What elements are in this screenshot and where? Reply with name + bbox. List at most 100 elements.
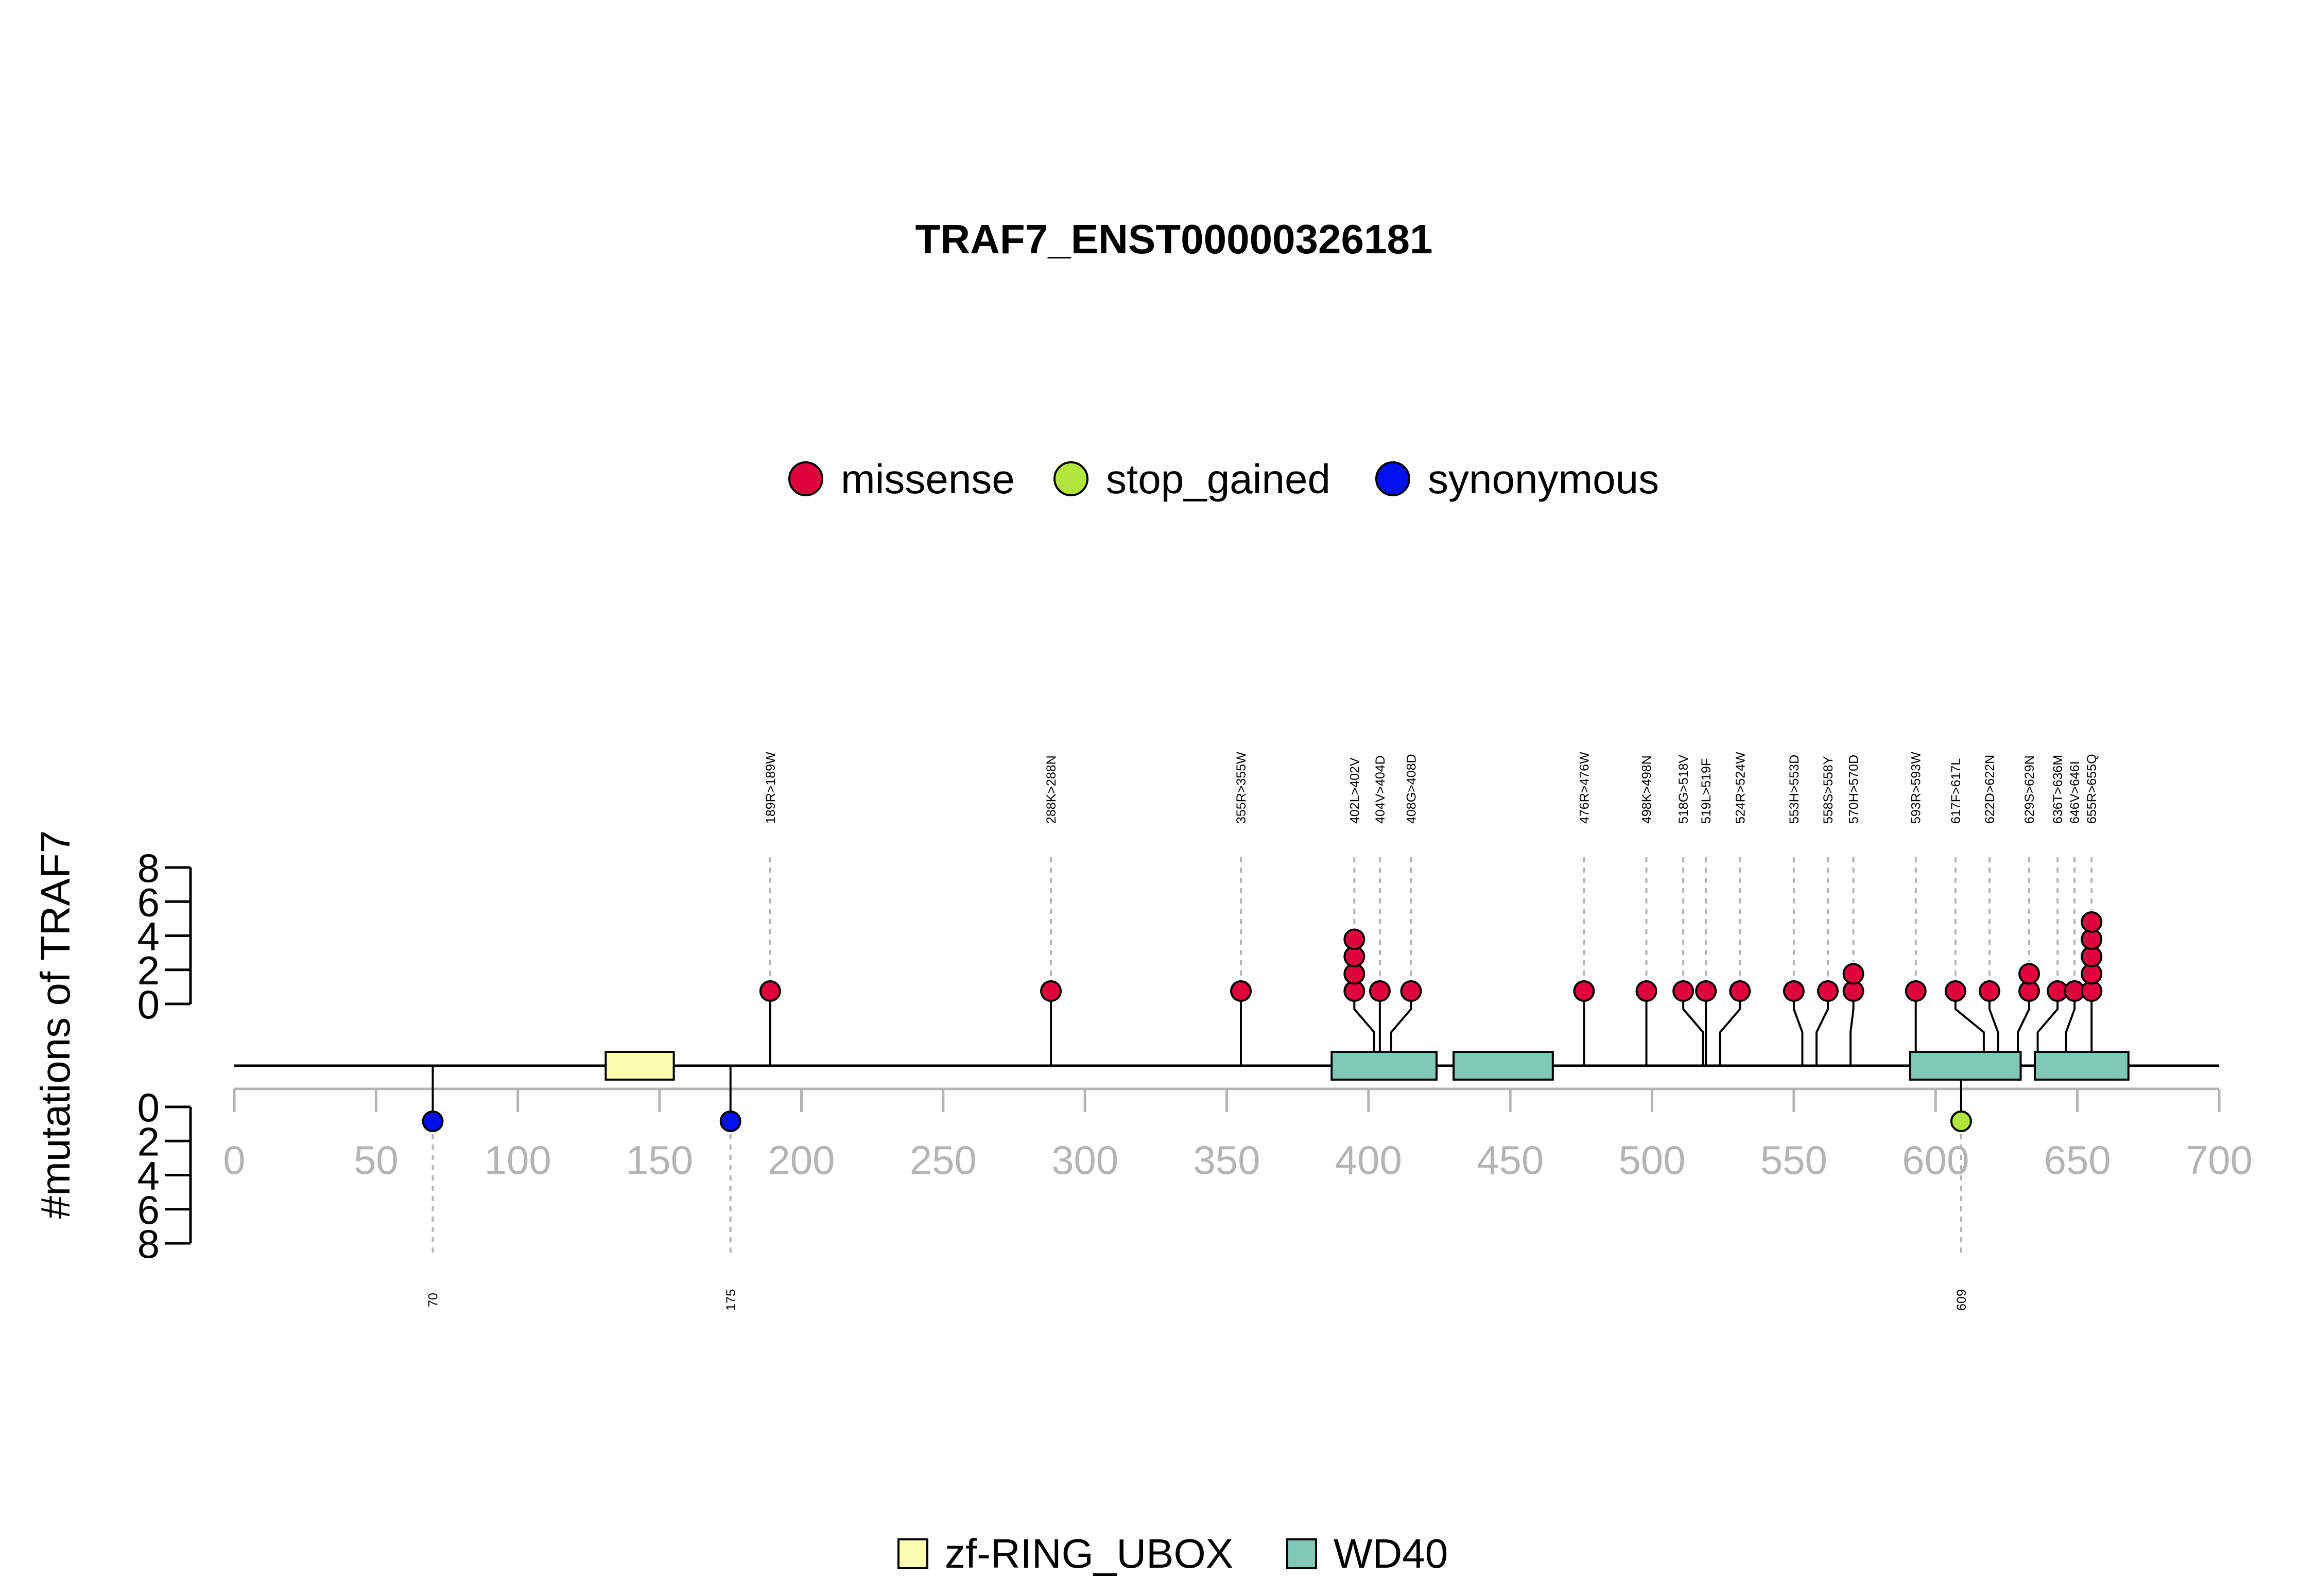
mutation-stem-518G>518V bbox=[1682, 991, 1704, 1066]
legend-label-missense: missense bbox=[841, 456, 1015, 502]
mutation-label-476R>476W: 476R>476W bbox=[1577, 752, 1592, 824]
domain-legend-label-zf-ring_ubox: zf-RING_UBOX bbox=[945, 1531, 1233, 1576]
legend-label-synonymous: synonymous bbox=[1428, 456, 1659, 502]
protein-domains bbox=[604, 1051, 2130, 1081]
mutation-point-553H>553D bbox=[1783, 980, 1805, 1002]
mutation-label-636T>636M: 636T>636M bbox=[2051, 755, 2065, 824]
mutation-label-402L>402V: 402L>402V bbox=[1347, 757, 1362, 824]
mutation-points bbox=[422, 911, 2103, 1132]
mutation-label-519L>519F: 519L>519F bbox=[1699, 758, 1714, 824]
mutation-point-655R>655Q bbox=[2081, 911, 2103, 933]
x-tick-label: 150 bbox=[626, 1137, 693, 1183]
x-tick-label: 650 bbox=[2044, 1137, 2111, 1183]
lower-label-175: 175 bbox=[724, 1289, 738, 1311]
mutation-label-498K>498N: 498K>498N bbox=[1640, 755, 1654, 824]
upper-y-tick-label: 8 bbox=[137, 845, 160, 891]
domain-wd40-1 bbox=[1330, 1051, 1438, 1081]
lower-y-tick-label: 8 bbox=[137, 1221, 160, 1267]
lower-y-tick-label: 0 bbox=[137, 1085, 160, 1130]
mutation-point-498K>498N bbox=[1635, 980, 1657, 1002]
upper-y-tick-label: 6 bbox=[137, 879, 160, 925]
legend-marker-missense bbox=[788, 461, 823, 496]
mutation-label-570H>570D: 570H>570D bbox=[1847, 755, 1861, 824]
domain-legend: zf-RING_UBOX WD40 bbox=[897, 1531, 1448, 1576]
mutation-point-408G>408D bbox=[1400, 980, 1422, 1002]
x-tick-label: 550 bbox=[1760, 1137, 1827, 1183]
chart-title: TRAF7_ENST00000326181 bbox=[915, 216, 1432, 262]
mutation-label-617F>617L: 617F>617L bbox=[1949, 758, 1963, 824]
mutation-point-402L>402V bbox=[1343, 928, 1365, 950]
x-tick-label: 600 bbox=[1902, 1137, 1969, 1183]
mutation-point-629S>629N bbox=[2018, 963, 2041, 985]
domain-wd40-4 bbox=[2034, 1051, 2130, 1081]
mutation-point-189R>189W bbox=[759, 980, 781, 1002]
mutation-type-legend: missense stop_gained synonymous bbox=[788, 456, 1659, 502]
x-tick-label: 500 bbox=[1619, 1137, 1686, 1183]
mutation-point-558S>558Y bbox=[1817, 980, 1839, 1002]
mutation-label-629S>629N: 629S>629N bbox=[2022, 755, 2037, 824]
mutation-label-518G>518V: 518G>518V bbox=[1676, 755, 1691, 824]
lower-point-70 bbox=[422, 1111, 444, 1132]
mutation-label-655R>655Q: 655R>655Q bbox=[2085, 754, 2099, 824]
y-axis-label: #mutations of TRAF7 bbox=[32, 830, 78, 1219]
x-tick-label: 450 bbox=[1477, 1137, 1544, 1183]
x-tick-label: 0 bbox=[223, 1137, 245, 1183]
x-tick-label: 700 bbox=[2186, 1137, 2253, 1183]
mutation-point-524R>524W bbox=[1729, 980, 1751, 1002]
mutation-stem-570H>570D bbox=[1849, 991, 1855, 1066]
mutation-stem-558S>558Y bbox=[1815, 991, 1829, 1066]
lower-point-175 bbox=[719, 1111, 741, 1132]
mutation-label-189R>189W: 189R>189W bbox=[764, 752, 778, 824]
mutation-label-558S>558Y: 558S>558Y bbox=[1821, 756, 1836, 824]
domain-legend-swatch-zf-ring_ubox bbox=[897, 1538, 928, 1569]
mutation-label-288K>288N: 288K>288N bbox=[1044, 755, 1059, 824]
lower-label-609: 609 bbox=[1955, 1289, 1969, 1311]
mutation-point-593R>593W bbox=[1905, 980, 1927, 1002]
mutation-point-570H>570D bbox=[1842, 963, 1864, 985]
domain-zf-ring_ubox-0 bbox=[604, 1051, 675, 1081]
mutation-stem-553H>553D bbox=[1792, 991, 1804, 1066]
mutation-label-622D>622N: 622D>622N bbox=[1983, 755, 1997, 824]
lower-label-70: 70 bbox=[426, 1293, 441, 1307]
lower-point-609 bbox=[1950, 1111, 1972, 1132]
lower-y-tick-label: 4 bbox=[137, 1153, 160, 1199]
upper-y-tick-label: 2 bbox=[137, 948, 160, 993]
mutation-label-646V>646I: 646V>646I bbox=[2068, 761, 2082, 824]
lower-y-tick-label: 6 bbox=[137, 1187, 160, 1233]
mutation-label-524R>524W: 524R>524W bbox=[1733, 752, 1748, 824]
mutation-point-518G>518V bbox=[1672, 980, 1694, 1002]
x-tick-label: 350 bbox=[1193, 1137, 1260, 1183]
mutation-point-404V>404D bbox=[1369, 980, 1391, 1002]
legend-marker-stop_gained bbox=[1053, 461, 1088, 496]
mutation-stems bbox=[431, 857, 2093, 1256]
mutation-label-408G>408D: 408G>408D bbox=[1404, 754, 1419, 824]
mutation-point-617F>617L bbox=[1944, 980, 1966, 1002]
x-tick-label: 50 bbox=[354, 1137, 399, 1183]
mutation-point-519L>519F bbox=[1695, 980, 1717, 1002]
mutation-point-288K>288N bbox=[1040, 980, 1062, 1002]
x-axis: 0 50 100 150 200 250 300 350 400 450 500 550 600 650 7… bbox=[223, 1087, 2253, 1183]
mutation-label-553H>553D: 553H>553D bbox=[1787, 755, 1802, 824]
domain-legend-swatch-wd40 bbox=[1286, 1538, 1317, 1569]
x-tick-label: 200 bbox=[768, 1137, 835, 1183]
mutation-stem-524R>524W bbox=[1719, 991, 1741, 1066]
domain-wd40-3 bbox=[1909, 1051, 2022, 1081]
x-tick-label: 300 bbox=[1051, 1137, 1118, 1183]
mutation-label-355R>355W: 355R>355W bbox=[1234, 752, 1249, 824]
mutation-label-593R>593W: 593R>593W bbox=[1909, 752, 1924, 824]
mutation-point-476R>476W bbox=[1573, 980, 1595, 1002]
upper-y-tick-label: 0 bbox=[137, 982, 160, 1027]
upper-y-tick-label: 4 bbox=[137, 914, 160, 959]
mutation-label-404V>404D: 404V>404D bbox=[1373, 755, 1388, 824]
legend-label-stop_gained: stop_gained bbox=[1106, 456, 1330, 502]
x-tick-label: 400 bbox=[1335, 1137, 1402, 1183]
x-tick-label: 250 bbox=[910, 1137, 977, 1183]
lower-y-tick-label: 2 bbox=[137, 1119, 160, 1164]
x-tick-label: 100 bbox=[485, 1137, 551, 1183]
mutation-labels: 189R>189W 288K>288N 355R>355W 402L>402V 404V… bbox=[426, 752, 2100, 1311]
mutation-point-622D>622N bbox=[1978, 980, 2000, 1002]
mutation-point-355R>355W bbox=[1230, 980, 1252, 1002]
legend-marker-synonymous bbox=[1375, 461, 1410, 496]
